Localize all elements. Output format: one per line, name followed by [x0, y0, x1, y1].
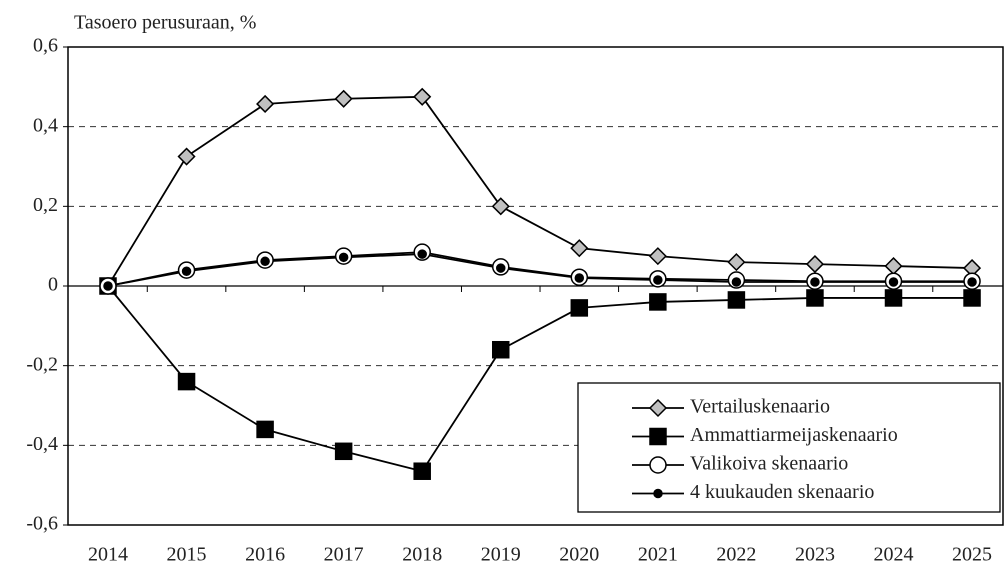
y-tick-label: 0,6	[33, 35, 58, 57]
y-tick-label: 0,2	[33, 194, 58, 216]
data-point	[963, 289, 981, 307]
data-point	[334, 442, 353, 461]
x-tick-label: 2024	[874, 544, 914, 566]
data-point	[888, 277, 899, 287]
data-point	[574, 273, 585, 283]
data-point	[492, 340, 510, 359]
x-tick-label: 2015	[167, 544, 207, 566]
legend-marker	[649, 456, 667, 474]
legend-marker	[649, 427, 667, 446]
data-point	[653, 275, 663, 285]
data-point	[256, 420, 274, 439]
x-tick-label: 2014	[88, 544, 128, 566]
data-point	[417, 249, 427, 259]
data-point	[177, 372, 196, 391]
data-point	[727, 291, 746, 309]
data-point	[413, 87, 432, 106]
data-point	[570, 239, 589, 258]
series-line	[107, 253, 973, 287]
plot-frame	[67, 46, 1004, 526]
legend-label: 4 kuukauden skenaario	[690, 481, 874, 503]
y-tick-label: -0,6	[26, 513, 58, 535]
x-tick-label: 2022	[716, 544, 756, 566]
data-point	[967, 277, 977, 287]
data-point	[570, 299, 589, 317]
legend-label: Ammattiarmeijaskenaario	[690, 424, 898, 446]
legend-box	[577, 382, 1001, 513]
data-point	[334, 89, 353, 108]
x-tick-label: 2016	[245, 544, 285, 566]
data-point	[491, 197, 510, 216]
data-point	[731, 277, 742, 287]
series-line	[107, 95, 973, 287]
data-point	[496, 263, 506, 273]
x-tick-label: 2021	[638, 544, 678, 566]
data-point	[648, 247, 667, 266]
legend-marker	[653, 488, 663, 499]
legend-marker	[648, 398, 668, 418]
data-point	[181, 266, 192, 277]
x-tick-label: 2023	[795, 544, 835, 566]
y-tick-label: -0,2	[26, 353, 58, 375]
legend-label: Valikoiva skenaario	[690, 453, 848, 475]
data-point	[806, 289, 824, 307]
y-axis-label: Tasoero perusuraan, %	[74, 12, 256, 34]
data-point	[103, 281, 113, 291]
series-line	[107, 285, 973, 473]
y-tick-label: 0,4	[33, 114, 58, 136]
x-tick-label: 2018	[402, 544, 442, 566]
x-tick-label: 2025	[952, 544, 992, 566]
data-point	[338, 252, 349, 263]
data-point	[727, 253, 746, 272]
data-point	[260, 256, 270, 267]
data-point	[805, 255, 825, 274]
data-point	[649, 293, 667, 311]
legend-label: Vertailuskenaario	[690, 396, 830, 418]
x-tick-label: 2019	[481, 544, 521, 566]
x-tick-label: 2020	[559, 544, 599, 566]
data-point	[256, 94, 275, 114]
y-tick-label: 0	[48, 274, 58, 296]
data-point	[413, 462, 431, 480]
data-point	[810, 277, 820, 287]
data-point	[884, 289, 903, 307]
x-tick-label: 2017	[324, 544, 364, 566]
data-point	[177, 147, 196, 166]
y-tick-label: -0,4	[26, 433, 58, 455]
